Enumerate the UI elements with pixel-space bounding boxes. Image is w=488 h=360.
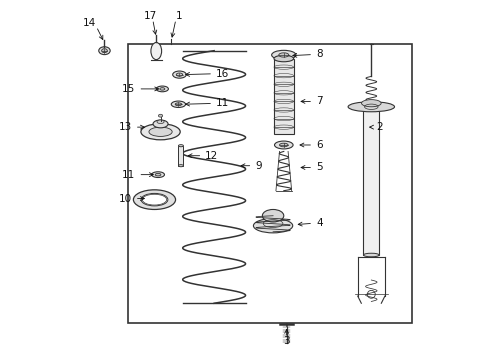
Text: 3: 3 [283,337,289,346]
Ellipse shape [102,49,107,53]
Ellipse shape [363,107,378,111]
Text: 4: 4 [298,218,322,228]
Text: 14: 14 [83,18,96,28]
Text: 6: 6 [300,140,322,150]
Ellipse shape [157,120,164,123]
Ellipse shape [274,141,292,149]
Text: 9: 9 [241,161,261,171]
Ellipse shape [141,124,180,140]
Ellipse shape [253,219,292,233]
Ellipse shape [363,253,378,257]
Text: 5: 5 [301,162,322,172]
Ellipse shape [155,174,161,176]
Ellipse shape [149,127,172,136]
Ellipse shape [156,86,168,92]
Ellipse shape [278,53,288,57]
Ellipse shape [171,101,185,108]
Ellipse shape [151,172,164,177]
Text: 7: 7 [301,96,322,107]
Text: 8: 8 [292,49,322,59]
Bar [178,146,183,166]
Text: 12: 12 [188,151,218,161]
Ellipse shape [262,210,283,222]
Ellipse shape [99,47,110,55]
Ellipse shape [172,71,186,78]
Ellipse shape [153,120,168,128]
Bar [363,109,378,255]
Ellipse shape [176,73,183,76]
Ellipse shape [347,102,394,112]
Bar [273,59,293,134]
Ellipse shape [178,145,183,147]
Text: 13: 13 [119,122,144,132]
Ellipse shape [361,100,380,107]
Ellipse shape [151,42,162,60]
Text: 16: 16 [185,68,229,78]
Text: 15: 15 [122,84,158,94]
Ellipse shape [279,143,287,147]
Ellipse shape [141,193,167,206]
Ellipse shape [175,103,181,106]
Text: 10: 10 [119,194,144,203]
Ellipse shape [133,190,175,210]
Text: 2: 2 [369,122,383,132]
Text: 11: 11 [185,98,229,108]
Ellipse shape [271,50,295,60]
Text: 11: 11 [122,170,153,180]
Ellipse shape [178,165,183,167]
Ellipse shape [273,55,293,62]
Text: 1: 1 [176,12,183,21]
Text: 17: 17 [143,11,157,21]
Bar [128,44,411,323]
Ellipse shape [158,114,163,117]
Ellipse shape [160,87,164,90]
